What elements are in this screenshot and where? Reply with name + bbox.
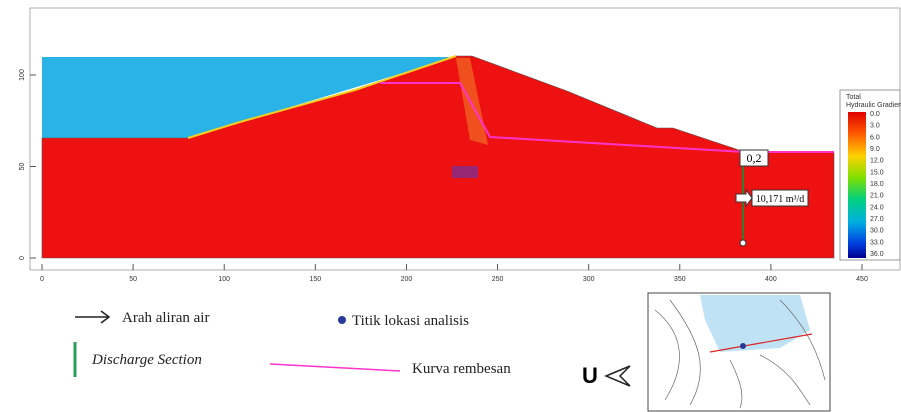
colorbar-tick-label: 9.0 — [870, 146, 880, 153]
x-tick-label: 150 — [309, 276, 321, 283]
north-label: U — [582, 363, 598, 388]
colorbar-tick-label: 0.0 — [870, 111, 880, 118]
flux-label: 10,171 m³/d — [756, 194, 805, 205]
seepage-label: Kurva rembesan — [412, 361, 511, 377]
map-point — [740, 343, 746, 349]
colorbar-tick-label: 15.0 — [870, 169, 884, 176]
x-tick-label: 350 — [674, 276, 686, 283]
colorbar-tick-label: 18.0 — [870, 181, 884, 188]
colorbar-tick-label: 3.0 — [870, 123, 880, 130]
mesh-detail — [452, 166, 478, 178]
gradient-label: 0,2 — [747, 151, 762, 165]
flow-label: Arah aliran air — [122, 310, 209, 326]
location-map — [648, 293, 830, 411]
north-arrow — [606, 366, 630, 386]
x-tick-label: 100 — [218, 276, 230, 283]
colorbar-tick-label: 6.0 — [870, 134, 880, 141]
colorbar — [848, 112, 866, 258]
x-tick-label: 50 — [129, 276, 137, 283]
figure: 0,2 10,171 m³/d 0 50 100 150 200 250 300 350 400… — [0, 0, 901, 412]
x-tick-label: 200 — [401, 276, 413, 283]
y-tick-label: 50 — [19, 163, 26, 171]
x-tick-label: 300 — [583, 276, 595, 283]
colorbar-tick-label: 12.0 — [870, 158, 884, 165]
x-tick-label: 400 — [765, 276, 777, 283]
legend: Arah aliran air Titik lokasi analisis Di… — [75, 293, 830, 411]
colorbar-title: Total — [846, 94, 861, 101]
seepage-icon — [270, 364, 400, 371]
colorbar-tick-label: 33.0 — [870, 239, 884, 246]
analysis-point — [740, 240, 746, 246]
y-tick-label: 0 — [19, 256, 26, 260]
x-tick-label: 450 — [856, 276, 868, 283]
x-tick-label: 0 — [40, 276, 44, 283]
colorbar-title: Hydraulic Gradient — [846, 102, 901, 109]
colorbar-tick-label: 27.0 — [870, 216, 884, 223]
point-icon — [338, 316, 346, 324]
colorbar-tick-label: 24.0 — [870, 204, 884, 211]
seepage-plot: 0,2 10,171 m³/d 0 50 100 150 200 250 300 350 400… — [19, 8, 901, 283]
point-label: Titik lokasi analisis — [352, 313, 469, 329]
y-tick-label: 100 — [19, 69, 26, 81]
colorbar-tick-label: 30.0 — [870, 228, 884, 235]
colorbar-tick-label: 21.0 — [870, 193, 884, 200]
x-tick-label: 250 — [492, 276, 504, 283]
section-label: Discharge Section — [91, 352, 202, 368]
colorbar-tick-label: 36.0 — [870, 251, 884, 258]
